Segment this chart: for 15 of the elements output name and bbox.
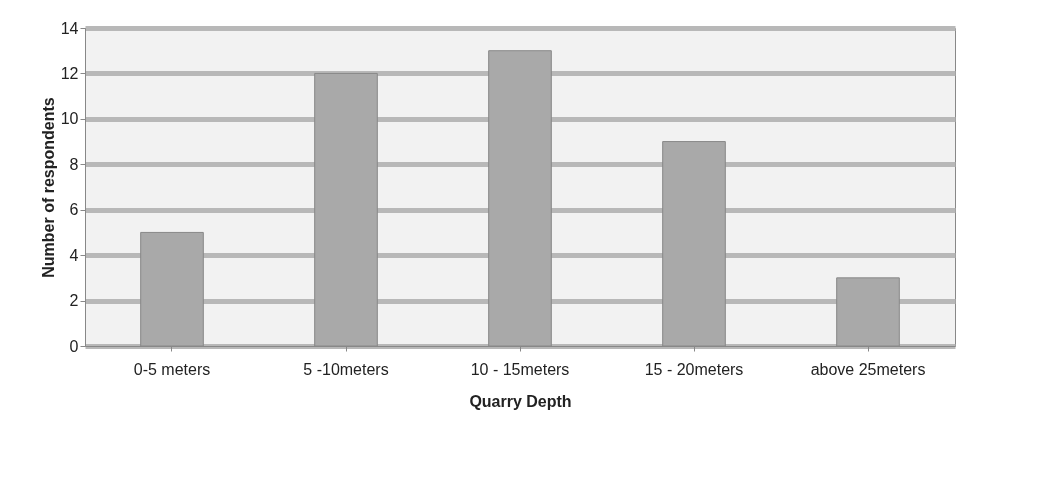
x-tick-label: 15 - 20meters [644, 360, 744, 378]
x-tick-label: 10 - 15meters [470, 360, 570, 378]
y-tick-label: 14 [60, 19, 79, 37]
y-axis-title: Number of respondents [39, 97, 57, 278]
x-tick-label: 5 -10meters [303, 360, 389, 378]
y-tick-label: 4 [69, 246, 79, 264]
y-tick-label: 12 [60, 64, 79, 82]
y-tick-label: 2 [69, 292, 79, 310]
y-tick-label: 6 [69, 201, 79, 219]
y-tick-label: 0 [69, 337, 79, 355]
y-tick-label: 10 [60, 110, 79, 128]
x-tick-label: above 25meters [810, 360, 926, 378]
y-tick-label: 8 [69, 155, 79, 173]
x-tick-label: 0-5 meters [133, 360, 211, 378]
x-axis-title: Quarry Depth [469, 392, 572, 410]
